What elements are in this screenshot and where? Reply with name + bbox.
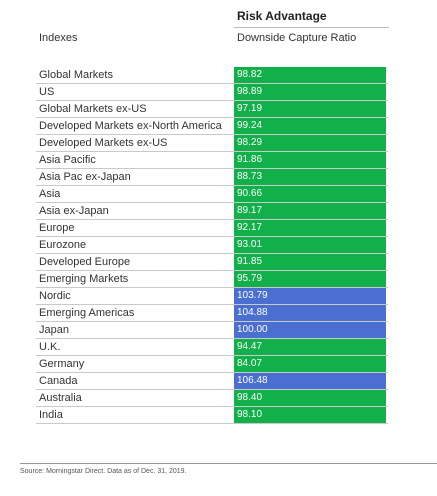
capture-ratio-value: 98.29 [237, 137, 263, 148]
capture-ratio-value: 95.79 [237, 273, 263, 284]
capture-ratio-cell: 106.48 [234, 373, 386, 389]
table-row: Australia 98.40 [36, 390, 388, 407]
index-label: Global Markets [39, 69, 113, 81]
table-row: Nordic 103.79 [36, 288, 388, 305]
table-row: Canada 106.48 [36, 373, 388, 390]
index-label: Australia [39, 392, 82, 404]
capture-ratio-value: 104.88 [237, 307, 268, 318]
table-row: Emerging Americas 104.88 [36, 305, 388, 322]
capture-ratio-value: 88.73 [237, 171, 263, 182]
index-label: Asia Pac ex-Japan [39, 171, 131, 183]
footer-divider [20, 463, 437, 464]
index-label: Japan [39, 324, 69, 336]
capture-ratio-cell: 98.29 [234, 135, 386, 151]
capture-ratio-value: 98.89 [237, 86, 263, 97]
capture-ratio-cell: 91.86 [234, 152, 386, 168]
capture-ratio-cell: 95.79 [234, 271, 386, 287]
capture-ratio-cell: 98.82 [234, 67, 386, 83]
index-label: Asia [39, 188, 61, 200]
capture-ratio-value: 98.10 [237, 409, 263, 420]
table-row: Developed Markets ex-US 98.29 [36, 135, 388, 152]
capture-ratio-cell: 100.00 [234, 322, 386, 338]
risk-advantage-header: Risk Advantage [237, 9, 327, 23]
table-row: Asia Pacific 91.86 [36, 152, 388, 169]
table-row: Germany 84.07 [36, 356, 388, 373]
capture-ratio-value: 94.47 [237, 341, 263, 352]
table-row: Developed Europe 91.85 [36, 254, 388, 271]
capture-ratio-cell: 90.66 [234, 186, 386, 202]
capture-ratio-cell: 94.47 [234, 339, 386, 355]
capture-ratio-cell: 98.10 [234, 407, 386, 423]
index-label: Eurozone [39, 239, 87, 251]
table-row: US 98.89 [36, 84, 388, 101]
header-divider [234, 27, 389, 28]
index-label: Global Markets ex-US [39, 103, 147, 115]
downside-capture-column-header: Downside Capture Ratio [237, 32, 357, 44]
table-row: Asia ex-Japan 89.17 [36, 203, 388, 220]
capture-ratio-value: 91.86 [237, 154, 263, 165]
capture-ratio-cell: 91.85 [234, 254, 386, 270]
table-row: Global Markets ex-US 97.19 [36, 101, 388, 118]
capture-ratio-cell: 99.24 [234, 118, 386, 134]
capture-ratio-cell: 98.40 [234, 390, 386, 406]
capture-ratio-value: 106.48 [237, 375, 268, 386]
index-label: Emerging Americas [39, 307, 135, 319]
indexes-column-header: Indexes [39, 32, 78, 44]
capture-ratio-cell: 103.79 [234, 288, 386, 304]
index-label: Developed Markets ex-US [39, 137, 168, 149]
table-row: Japan 100.00 [36, 322, 388, 339]
table-row: Asia 90.66 [36, 186, 388, 203]
index-label: U.K. [39, 341, 61, 353]
capture-ratio-cell: 89.17 [234, 203, 386, 219]
index-label: Germany [39, 358, 85, 370]
index-label: Europe [39, 222, 75, 234]
capture-ratio-value: 91.85 [237, 256, 263, 267]
capture-ratio-cell: 97.19 [234, 101, 386, 117]
index-label: Nordic [39, 290, 71, 302]
capture-ratio-value: 90.66 [237, 188, 263, 199]
capture-ratio-value: 89.17 [237, 205, 263, 216]
capture-ratio-cell: 98.89 [234, 84, 386, 100]
capture-ratio-cell: 88.73 [234, 169, 386, 185]
index-label: US [39, 86, 55, 98]
table-row: Global Markets 98.82 [36, 67, 388, 84]
index-label: Asia ex-Japan [39, 205, 109, 217]
capture-ratio-cell: 104.88 [234, 305, 386, 321]
table-row: Asia Pac ex-Japan 88.73 [36, 169, 388, 186]
capture-ratio-value: 98.82 [237, 69, 263, 80]
capture-ratio-cell: 93.01 [234, 237, 386, 253]
capture-ratio-cell: 84.07 [234, 356, 386, 372]
index-label: Canada [39, 375, 78, 387]
capture-ratio-value: 97.19 [237, 103, 263, 114]
index-table: Global Markets 98.82 US 98.89 Global Markets… [36, 67, 388, 424]
index-label: Asia Pacific [39, 154, 96, 166]
capture-ratio-value: 103.79 [237, 290, 268, 301]
capture-ratio-value: 93.01 [237, 239, 263, 250]
index-label: India [39, 409, 63, 421]
index-label: Emerging Markets [39, 273, 129, 285]
index-label: Developed Europe [39, 256, 131, 268]
capture-ratio-value: 98.40 [237, 392, 263, 403]
capture-ratio-value: 99.24 [237, 120, 263, 131]
table-row: Europe 92.17 [36, 220, 388, 237]
capture-ratio-value: 100.00 [237, 324, 268, 335]
capture-ratio-cell: 92.17 [234, 220, 386, 236]
table-row: Eurozone 93.01 [36, 237, 388, 254]
index-label: Developed Markets ex-North America [39, 120, 222, 132]
capture-ratio-value: 84.07 [237, 358, 263, 369]
table-row: Emerging Markets 95.79 [36, 271, 388, 288]
table-row: U.K. 94.47 [36, 339, 388, 356]
table-row: India 98.10 [36, 407, 388, 424]
source-note: Source: Morningstar Direct. Data as of D… [20, 468, 187, 475]
capture-ratio-value: 92.17 [237, 222, 263, 233]
table-row: Developed Markets ex-North America 99.24 [36, 118, 388, 135]
